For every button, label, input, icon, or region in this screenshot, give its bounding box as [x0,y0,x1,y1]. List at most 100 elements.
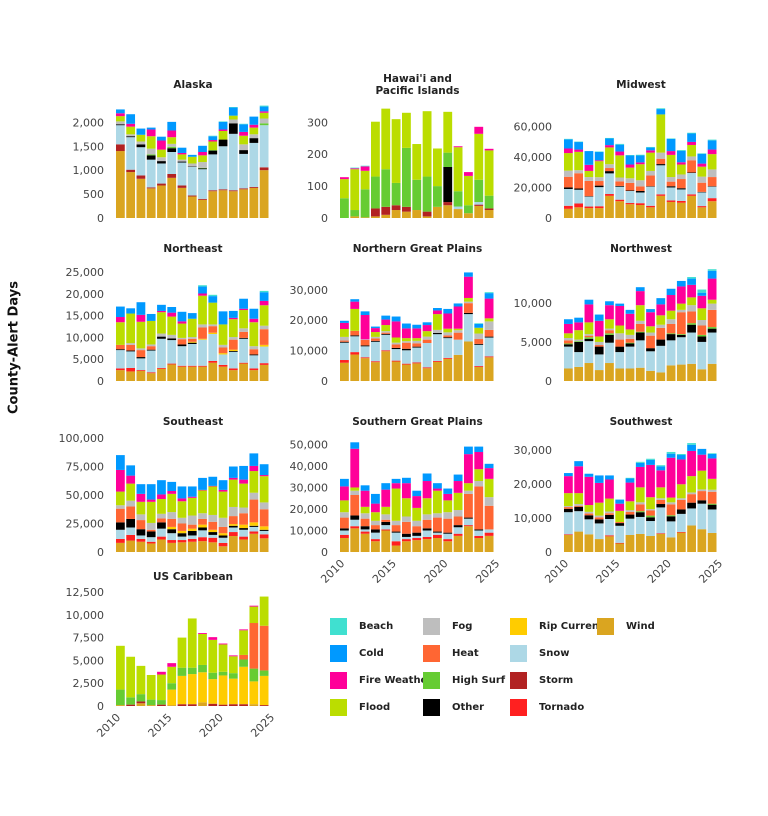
bar-segment-fire-weather [391,483,401,489]
bar-segment-fire-weather [574,149,584,152]
x-tick-label: 2020 [197,711,226,740]
y-tick-label: 10,000 [66,609,105,622]
bar-2019 [433,148,442,218]
bar-segment-flood [574,493,584,505]
bar-segment-wind [402,364,411,381]
bar-segment-flood [249,471,259,493]
bar-2015 [167,481,177,552]
bar-segment-fog [687,492,696,495]
bar-segment-snow [605,173,614,195]
bar-segment-flood [676,164,686,175]
bar-segment-fog [656,324,666,328]
bar-segment-cold [464,446,473,455]
x-tick-label: 2015 [370,557,399,586]
bar-2014 [381,108,391,218]
bar-segment-snow [666,187,676,201]
bar-segment-flood [464,297,473,302]
bar-segment-wind [198,199,207,218]
bar-segment-fire-weather [381,319,391,326]
bar-segment-snow [391,532,401,542]
bar-2013 [146,484,156,552]
bar-segment-wind [167,542,177,552]
bar-segment-other [594,346,604,355]
bar-2020 [443,308,453,381]
bar-segment-other [249,138,259,143]
bar-segment-beach [259,290,269,293]
bar-segment-tornado [146,541,156,544]
bar-segment-snow [187,535,197,539]
bar-segment-heat [402,521,411,534]
x-tick-label: 2020 [645,557,674,586]
bar-segment-tornado [350,352,360,355]
bar-segment-cold [584,151,594,165]
bar-segment-wind [484,210,494,218]
bar-segment-fire-weather [433,310,442,315]
bar-segment-fog [340,336,349,341]
bar-2018 [646,146,655,218]
bar-segment-fog [666,177,676,182]
bar-segment-fire-weather [198,633,207,634]
bar-2015 [391,478,401,552]
bar-2021 [676,280,686,381]
bar-segment-storm [126,704,136,706]
legend-label: Fog [452,621,473,632]
bar-segment-snow [239,529,248,537]
bar-segment-tornado [350,526,360,529]
bar-segment-other [146,349,156,351]
bar-segment-fire-weather [228,477,238,480]
bar-segment-snow [167,340,177,364]
bar-segment-fire-weather [412,496,422,508]
bar-segment-wind [707,532,717,552]
bar-2018 [646,309,655,381]
bar-segment-flood [177,501,187,518]
bar-segment-rip-current [208,679,218,704]
bar-segment-heat [443,335,453,338]
bar-segment-wind [381,351,391,381]
bar-segment-tornado [218,364,228,367]
bar-segment-fog [239,328,248,332]
y-tick-label: 20,000 [66,288,105,301]
bar-segment-tornado [443,539,453,542]
legend-swatch [423,645,440,662]
bar-segment-cold [218,121,228,130]
bar-segment-cold [350,299,360,302]
bar-segment-snow [259,530,269,535]
bar-segment-other [574,341,584,353]
bar-segment-wind [687,363,696,381]
y-tick-label: 0 [97,700,104,713]
bar-2013 [146,674,156,706]
bar-segment-storm [443,202,453,206]
bar-segment-cold [594,314,604,321]
bar-segment-wind [453,354,463,381]
bar-segment-fog [391,520,401,526]
bar-segment-snow [453,527,463,534]
bar-segment-wind [198,702,207,706]
bar-segment-cold [198,145,207,152]
bar-segment-heat [157,518,166,523]
bar-segment-snow [687,508,696,526]
bar-segment-beach [218,121,228,122]
bar-segment-flood [198,633,207,665]
bar-segment-snow [615,352,625,369]
bar-segment-wind [167,177,177,218]
bar-segment-fire-weather [564,148,573,154]
bar-segment-high-surf [157,700,166,705]
bar-segment-tornado [433,534,442,539]
bar-segment-snow [707,332,717,364]
bar-segment-wind [574,531,584,552]
bar-segment-fog [136,514,146,521]
bar-segment-other [239,528,248,530]
bar-segment-snow [208,154,218,191]
bar-segment-fog [249,492,259,500]
bar-segment-tornado [615,542,625,544]
bar-segment-wind [136,703,146,706]
bar-segment-fog [157,157,166,162]
legend-label: Fire Weather [359,675,433,686]
bar-segment-fog [146,344,156,347]
bar-segment-other [198,168,207,170]
bar-segment-heat [249,499,259,523]
y-tick-label: 0 [321,375,328,388]
bar-segment-high-surf [167,146,177,149]
bar-2017 [187,313,197,381]
